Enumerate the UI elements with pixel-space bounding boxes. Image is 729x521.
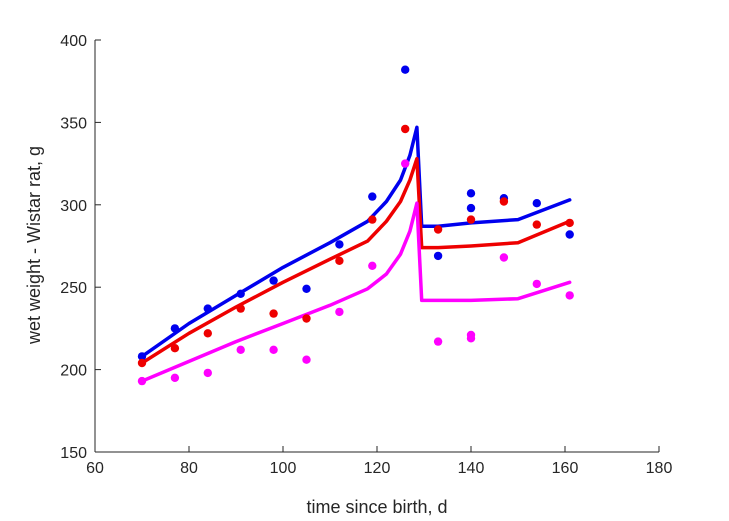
data-point-1: [269, 276, 278, 285]
data-point-2: [401, 124, 410, 134]
data-point-3: [302, 355, 311, 364]
data-point-2: [170, 344, 180, 353]
data-point-3: [137, 376, 147, 386]
y-tick-label: 200: [60, 363, 87, 380]
data-point-2: [269, 309, 278, 318]
data-point-1: [466, 203, 476, 213]
x-axis-label: time since birth, d: [306, 497, 447, 517]
data-point-3: [433, 337, 443, 346]
plot-area: [137, 65, 574, 386]
data-point-2: [433, 225, 443, 234]
data-point-3: [335, 307, 344, 317]
y-tick-label: 400: [60, 33, 87, 50]
y-tick-label: 250: [60, 280, 87, 297]
fit-line-2: [140, 156, 572, 365]
fit-line-3: [140, 201, 572, 383]
x-tick-label: 120: [364, 460, 391, 477]
data-point-1: [401, 65, 410, 74]
data-point-3: [466, 334, 476, 343]
data-points: [137, 65, 574, 386]
data-point-3: [203, 368, 212, 378]
data-point-2: [499, 197, 509, 206]
data-point-3: [499, 253, 509, 262]
data-point-2: [203, 329, 212, 338]
data-point-3: [236, 345, 245, 354]
data-point-3: [170, 373, 180, 382]
data-point-1: [368, 192, 377, 201]
data-point-1: [565, 230, 574, 239]
x-tick-label: 80: [180, 460, 198, 477]
x-tick-label: 180: [646, 460, 673, 477]
data-point-1: [170, 324, 180, 333]
data-point-2: [137, 358, 147, 368]
data-point-1: [236, 289, 245, 298]
data-point-2: [565, 218, 574, 228]
y-tick-label: 350: [60, 115, 87, 132]
data-point-1: [466, 189, 476, 198]
x-tick-label: 100: [270, 460, 297, 477]
x-tick-label: 60: [86, 460, 104, 477]
data-point-1: [137, 352, 147, 361]
data-point-2: [236, 304, 245, 313]
data-point-3: [401, 159, 410, 168]
data-point-2: [335, 256, 344, 265]
y-tick-label: 150: [60, 445, 87, 462]
data-point-2: [466, 215, 476, 224]
data-point-3: [565, 291, 574, 300]
x-tick-label: 160: [552, 460, 579, 477]
data-point-2: [302, 314, 311, 323]
x-tick-label: 140: [458, 460, 485, 477]
y-axis-label: wet weight - Wistar rat, g: [24, 146, 44, 345]
data-point-1: [302, 284, 311, 293]
fit-lines: [140, 125, 572, 383]
y-ticks: 150 200 250 300 350 400: [60, 33, 101, 462]
x-ticks: 60 80 100 120 140 160 180: [86, 446, 672, 477]
data-point-3: [269, 345, 278, 354]
data-point-1: [532, 199, 541, 208]
axes: 60 80 100 120 140 160 180 150 200 250 300 350 400: [60, 33, 672, 477]
data-point-1: [203, 304, 212, 313]
fit-line-1: [140, 125, 572, 359]
data-point-3: [368, 261, 377, 270]
data-point-3: [532, 279, 541, 289]
data-point-1: [433, 251, 443, 261]
y-tick-label: 300: [60, 198, 87, 215]
data-point-1: [335, 240, 344, 249]
data-point-2: [532, 220, 541, 229]
data-point-2: [368, 215, 377, 224]
